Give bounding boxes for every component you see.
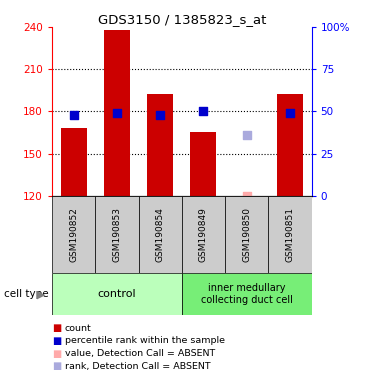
- Point: [200, 108, 206, 114]
- Text: inner medullary
collecting duct cell: inner medullary collecting duct cell: [201, 283, 293, 305]
- Text: percentile rank within the sample: percentile rank within the sample: [65, 336, 225, 346]
- Point: [244, 132, 250, 138]
- Text: ■: ■: [52, 323, 61, 333]
- Point: [70, 112, 76, 118]
- Text: GSM190853: GSM190853: [112, 207, 121, 262]
- Bar: [147, 94, 173, 196]
- Text: GSM190851: GSM190851: [286, 207, 295, 262]
- Text: ■: ■: [52, 336, 61, 346]
- Bar: [182, 273, 312, 315]
- Point: [114, 110, 120, 116]
- Text: GSM190852: GSM190852: [69, 207, 78, 262]
- Text: rank, Detection Call = ABSENT: rank, Detection Call = ABSENT: [65, 362, 211, 371]
- Text: ▶: ▶: [37, 290, 46, 300]
- Bar: [95, 196, 138, 273]
- Title: GDS3150 / 1385823_s_at: GDS3150 / 1385823_s_at: [98, 13, 266, 26]
- Bar: [225, 196, 268, 273]
- Point: [157, 112, 163, 118]
- Point: [287, 110, 293, 116]
- Bar: [104, 30, 130, 196]
- Text: control: control: [98, 289, 136, 299]
- Bar: [52, 196, 95, 273]
- Text: GSM190849: GSM190849: [199, 207, 208, 262]
- Bar: [182, 196, 225, 273]
- Text: GSM190854: GSM190854: [156, 207, 165, 262]
- Bar: [268, 196, 312, 273]
- Text: value, Detection Call = ABSENT: value, Detection Call = ABSENT: [65, 349, 215, 358]
- Text: GSM190850: GSM190850: [242, 207, 251, 262]
- Text: cell type: cell type: [4, 289, 48, 299]
- Bar: [277, 94, 303, 196]
- Text: count: count: [65, 324, 92, 333]
- Bar: [190, 132, 216, 196]
- Text: ■: ■: [52, 361, 61, 371]
- Point: [244, 193, 250, 199]
- Bar: [138, 196, 182, 273]
- Bar: [60, 128, 86, 196]
- Text: ■: ■: [52, 349, 61, 359]
- Bar: [52, 273, 182, 315]
